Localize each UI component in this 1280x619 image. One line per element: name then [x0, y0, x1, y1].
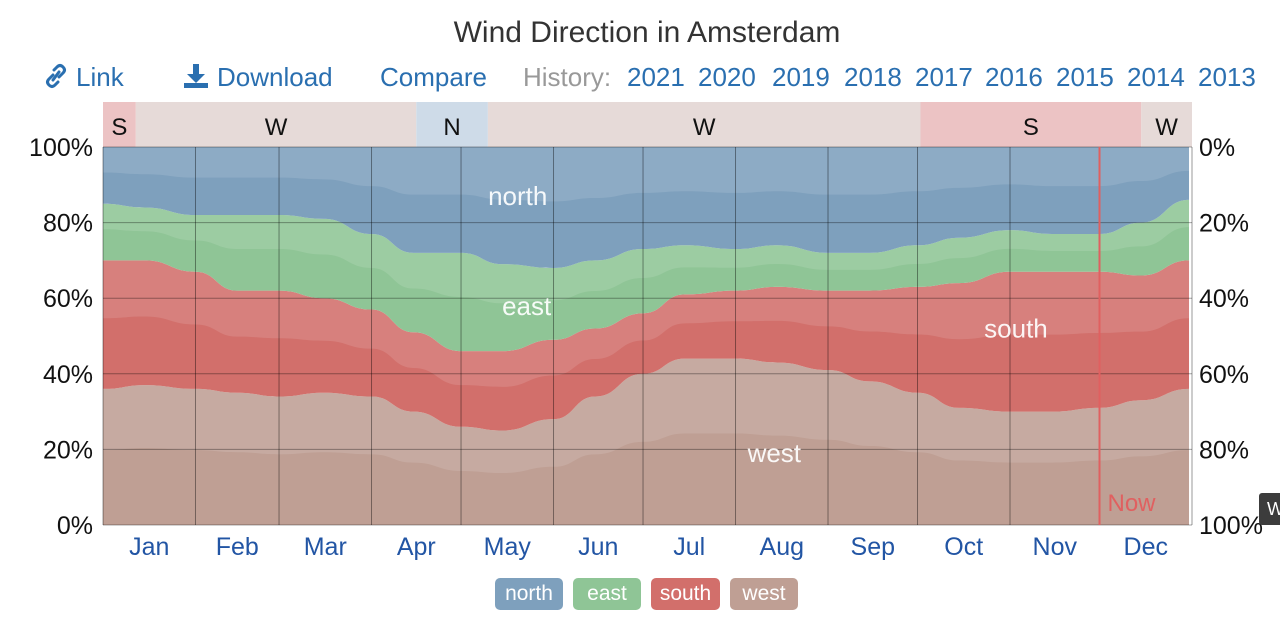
- year-2014-link[interactable]: 2014: [1127, 62, 1185, 92]
- x-tick-sep: Sep: [851, 533, 895, 561]
- area-east-upper-shade: [103, 199, 1190, 304]
- link-icon: [46, 64, 66, 88]
- download-label: Download: [217, 62, 333, 92]
- year-2017-link[interactable]: 2017: [915, 62, 973, 92]
- series-label-north: north: [488, 181, 547, 211]
- dominant-band-label-1: W: [265, 114, 288, 141]
- dominant-band-label-4: S: [1023, 114, 1039, 141]
- year-2016-link[interactable]: 2016: [985, 62, 1043, 92]
- series-label-south: south: [984, 313, 1048, 343]
- legend-south[interactable]: south: [651, 578, 720, 610]
- legend-north[interactable]: north: [495, 578, 563, 610]
- x-tick-apr: Apr: [397, 533, 436, 561]
- dominant-band-1: [135, 102, 417, 147]
- hover-tooltip: W: [1259, 493, 1280, 525]
- link-label: Link: [76, 62, 124, 92]
- area-south-upper-shade: [103, 260, 1190, 387]
- series-label-west: west: [747, 438, 802, 468]
- y-tick-left-2: 60%: [43, 285, 93, 313]
- area-west: [103, 358, 1190, 525]
- y-tick-right-5: 100%: [1199, 512, 1263, 540]
- y-tick-right-4: 80%: [1199, 436, 1249, 464]
- y-tick-right-0: 0%: [1199, 134, 1235, 162]
- y-tick-right-3: 60%: [1199, 361, 1249, 389]
- x-tick-may: May: [484, 533, 532, 561]
- dominant-band-5: [1141, 102, 1192, 147]
- area-south: [103, 260, 1190, 431]
- dominant-band-label-0: S: [111, 114, 127, 141]
- year-2021-link[interactable]: 2021: [627, 62, 685, 92]
- x-tick-feb: Feb: [216, 533, 259, 561]
- link-button[interactable]: Link: [44, 62, 124, 93]
- y-tick-left-5: 0%: [57, 512, 93, 540]
- x-tick-jan: Jan: [129, 533, 169, 561]
- x-tick-jul: Jul: [673, 533, 705, 561]
- dominant-band-4: [920, 102, 1142, 147]
- y-tick-left-3: 40%: [43, 361, 93, 389]
- y-tick-left-1: 80%: [43, 210, 93, 238]
- y-tick-right-2: 40%: [1199, 285, 1249, 313]
- area-north: [103, 147, 1190, 268]
- y-tick-left-4: 20%: [43, 436, 93, 464]
- year-2015-link[interactable]: 2015: [1056, 62, 1114, 92]
- toolbar: Link Download Compare History: 2021 2020…: [0, 62, 1280, 98]
- dominant-band-label-5: W: [1155, 114, 1178, 141]
- chart-title: Wind Direction in Amsterdam: [453, 16, 841, 49]
- compare-link[interactable]: Compare: [380, 62, 487, 92]
- now-label: Now: [1108, 490, 1157, 517]
- series-label-east: east: [502, 291, 552, 321]
- x-tick-jun: Jun: [578, 533, 618, 561]
- dominant-band-0: [103, 102, 136, 147]
- history-label: History:: [523, 62, 612, 92]
- year-2020-link[interactable]: 2020: [698, 62, 756, 92]
- x-tick-aug: Aug: [760, 533, 804, 561]
- x-tick-nov: Nov: [1033, 533, 1078, 561]
- x-tick-mar: Mar: [304, 533, 347, 561]
- area-west-upper-shade: [103, 358, 1190, 474]
- dominant-band-2: [416, 102, 488, 147]
- legend-west[interactable]: west: [730, 578, 798, 610]
- download-icon: [184, 64, 208, 88]
- year-2019-link[interactable]: 2019: [772, 62, 830, 92]
- year-2018-link[interactable]: 2018: [844, 62, 902, 92]
- area-north-upper-shade: [103, 147, 1190, 202]
- legend-east[interactable]: east: [573, 578, 641, 610]
- dominant-band-label-3: W: [693, 114, 716, 141]
- dominant-band-3: [487, 102, 921, 147]
- x-tick-dec: Dec: [1124, 533, 1168, 561]
- y-tick-left-0: 100%: [29, 134, 93, 162]
- area-east: [103, 199, 1190, 352]
- y-tick-right-1: 20%: [1199, 210, 1249, 238]
- download-button[interactable]: Download: [183, 62, 333, 93]
- dominant-band-label-2: N: [443, 114, 460, 141]
- x-tick-oct: Oct: [944, 533, 983, 561]
- year-2013-link[interactable]: 2013: [1198, 62, 1256, 92]
